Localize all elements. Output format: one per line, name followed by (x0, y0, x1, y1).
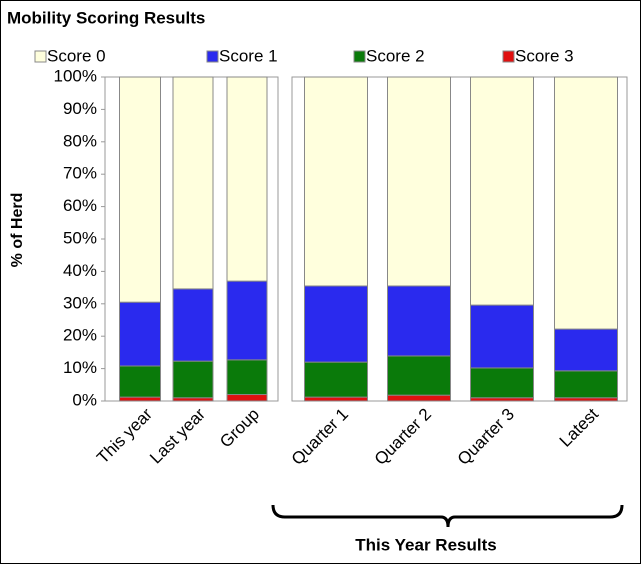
bar-segment (226, 280, 268, 361)
bar-segment (172, 288, 214, 362)
bar-segment (119, 76, 161, 303)
y-tick-label: 90% (63, 99, 97, 118)
bar-segment (387, 394, 451, 402)
legend-label: Score 3 (515, 46, 574, 65)
y-tick-label: 0% (72, 390, 97, 409)
bar-segment (554, 328, 618, 372)
y-tick-label: 30% (63, 293, 97, 312)
y-tick-label: 80% (63, 131, 97, 150)
bar-segment (119, 365, 161, 398)
bar-segment (470, 76, 534, 306)
bar-segment (387, 355, 451, 396)
bar-segment (226, 76, 268, 282)
y-tick-label: 40% (63, 261, 97, 280)
bar-segment (172, 360, 214, 399)
y-tick-label: 20% (63, 326, 97, 345)
bar-segment (226, 359, 268, 396)
legend-swatch (502, 50, 515, 63)
y-tick-label: 60% (63, 196, 97, 215)
bar-segment (119, 301, 161, 367)
bar-segment (172, 76, 214, 290)
legend-label: Score 0 (47, 46, 106, 65)
bar-segment (304, 361, 368, 398)
legend-label: Score 1 (219, 46, 278, 65)
bar-segment (470, 367, 534, 399)
y-tick-label: 10% (63, 358, 97, 377)
bracket-label: This Year Results (355, 535, 496, 554)
y-axis-label: % of Herd (9, 193, 26, 268)
bar-segment (226, 394, 268, 402)
legend-swatch (206, 50, 219, 63)
bar-segment (304, 396, 368, 402)
legend-swatch (34, 50, 47, 63)
bar-segment (387, 76, 451, 287)
chart-title: Mobility Scoring Results (7, 8, 205, 27)
legend-label: Score 2 (366, 46, 425, 65)
y-tick-label: 50% (63, 228, 97, 247)
bar-segment (304, 285, 368, 363)
bar-segment (119, 396, 161, 402)
y-tick-label: 100% (54, 66, 97, 85)
bar-segment (470, 304, 534, 369)
bracket (271, 504, 624, 528)
bar-segment (554, 370, 618, 399)
legend-swatch (353, 50, 366, 63)
bar-segment (304, 76, 368, 287)
bar-segment (387, 285, 451, 357)
y-tick-label: 70% (63, 164, 97, 183)
panel-right (291, 76, 628, 402)
bar-segment (554, 76, 618, 330)
